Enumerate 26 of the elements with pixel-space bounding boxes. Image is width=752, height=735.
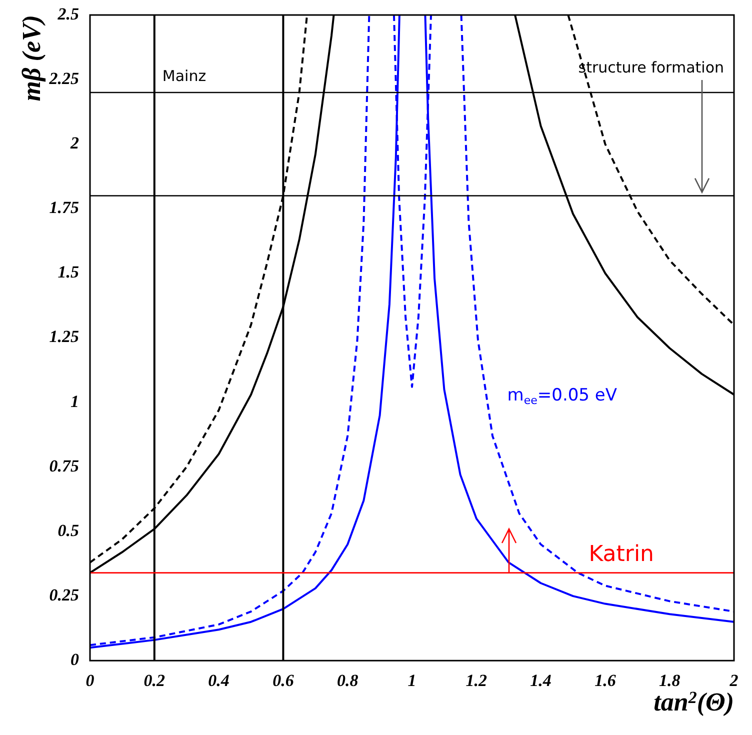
x-tick-label: 0.4 xyxy=(208,671,230,690)
x-tick-label: 0.2 xyxy=(144,671,166,690)
y-tick-label: 2.5 xyxy=(56,4,80,24)
y-tick-label: 0.75 xyxy=(49,456,80,476)
ref-line-label: Katrin xyxy=(588,542,654,567)
x-tick-label: 2 xyxy=(728,671,739,690)
x-tick-label: 0 xyxy=(86,671,95,690)
x-tick-label: 1.4 xyxy=(530,671,552,690)
y-tick-label: 2.25 xyxy=(48,68,80,88)
y-tick-label: 1.5 xyxy=(58,262,80,282)
y-tick-label: 0.25 xyxy=(49,585,80,604)
x-tick-label: 0.6 xyxy=(272,671,294,690)
x-tick-label: 1.8 xyxy=(658,671,681,690)
x-tick-label: 0.8 xyxy=(336,671,359,690)
x-tick-label: 1.2 xyxy=(466,671,488,690)
x-tick-label: 1.6 xyxy=(594,671,616,690)
y-tick-label: 1.25 xyxy=(49,327,80,346)
y-tick-label: 1 xyxy=(70,392,79,411)
x-tick-label: 1 xyxy=(408,671,416,690)
y-tick-label: 0 xyxy=(70,650,80,669)
y-tick-label: 1.75 xyxy=(49,198,80,218)
ref-line-label: Mainz xyxy=(162,67,206,85)
y-tick-label: 2 xyxy=(70,134,80,153)
y-tick-label: 0.5 xyxy=(58,520,80,540)
y-axis-title: mβ (eV) xyxy=(17,14,46,102)
ref-line-label: structure formation xyxy=(578,58,724,76)
